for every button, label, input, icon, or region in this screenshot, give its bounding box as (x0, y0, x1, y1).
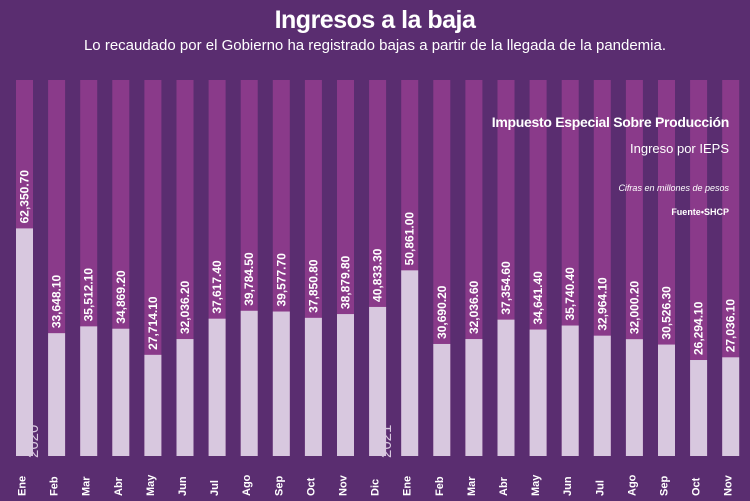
bar-series (16, 228, 740, 456)
bar-value-label: 34,869.20 (114, 270, 128, 324)
category-label: Feb (49, 476, 61, 496)
category-label: Ene (17, 476, 29, 496)
bar (369, 306, 387, 456)
bar (16, 228, 33, 456)
category-label: Jul (594, 480, 606, 496)
bar (304, 317, 322, 456)
bar-value-label: 39,784.50 (242, 252, 256, 306)
bar-value-label: 33,648.10 (50, 274, 64, 328)
category-label: Ago (626, 474, 638, 496)
bar (337, 314, 354, 456)
category-label: Sep (273, 476, 285, 496)
bar (433, 343, 451, 456)
bar-value-label: 35,512.10 (82, 268, 96, 322)
source-note: Fuente•SHCP (671, 207, 729, 217)
bar (497, 319, 515, 456)
source-separator: • (700, 207, 704, 217)
bar-value-label: 39,577.70 (274, 253, 288, 307)
category-label: Ene (402, 476, 414, 496)
bar-value-label: 32,036.20 (178, 280, 192, 334)
category-label: Jul (209, 480, 221, 496)
bar (48, 333, 66, 456)
bar-value-label: 62,350.70 (18, 170, 32, 224)
bar-value-label: 50,861.00 (403, 212, 417, 266)
bar-value-label: 27,714.10 (146, 296, 160, 350)
bar (240, 310, 258, 456)
category-label: Jun (177, 476, 189, 496)
bar (112, 328, 130, 456)
category-label: Nov (723, 474, 735, 496)
category-label: Mar (81, 476, 93, 496)
category-label: Oct (305, 477, 317, 496)
source-label: Fuente (671, 207, 701, 217)
category-label: Oct (691, 477, 703, 496)
bar (176, 339, 194, 456)
category-label: Sep (659, 476, 671, 496)
category-label: May (530, 474, 542, 496)
bar (465, 339, 483, 456)
series-label: Ingreso por IEPS (630, 141, 729, 156)
bar (144, 354, 162, 456)
year-label: 2020 (25, 425, 42, 458)
bar (593, 335, 611, 456)
category-label: Abr (498, 476, 510, 496)
bar-value-label: 30,690.20 (435, 285, 449, 339)
bar-value-label: 37,354.60 (499, 261, 513, 315)
bar-value-label: 30,526.30 (660, 286, 674, 340)
category-label: May (145, 474, 157, 496)
category-label: Nov (338, 474, 350, 496)
source-name: SHCP (703, 207, 729, 217)
bar-value-label: 37,617.40 (210, 260, 224, 314)
units-note: Cifras en millones de pesos (618, 183, 729, 193)
year-labels: 2020 2021 (25, 425, 395, 458)
bar (658, 344, 675, 456)
bar-value-label: 32,000.20 (627, 280, 641, 334)
bar-value-label: 40,833.30 (371, 248, 385, 302)
category-label: Jun (562, 476, 574, 496)
category-labels: Ene Feb Mar Abr May Jun Jul Ago Sep Oct Nov Dic Ene F… (17, 474, 735, 496)
value-labels: 62,350.70 33,648.10 35,512.10 34,869.20 27,7… (18, 170, 738, 355)
bar (690, 360, 708, 456)
category-label: Mar (466, 476, 478, 496)
bar-value-label: 27,036.10 (724, 299, 738, 353)
series-title: Impuesto Especial Sobre Producción (491, 114, 730, 130)
bar (272, 311, 290, 456)
bar (401, 270, 419, 456)
chart-title: Ingresos a la baja (274, 6, 476, 34)
category-label: Abr (113, 476, 125, 496)
bar-value-label: 32,036.60 (467, 280, 481, 334)
bar (208, 318, 226, 456)
bar (529, 329, 547, 456)
bar-value-label: 38,879.80 (339, 255, 353, 309)
bar (561, 325, 579, 456)
bar-value-label: 26,294.10 (692, 301, 706, 355)
category-label: Ago (241, 474, 253, 496)
year-label: 2021 (378, 425, 395, 458)
bar-value-label: 35,740.40 (563, 267, 577, 321)
bar (722, 357, 740, 456)
bar-value-label: 34,641.40 (531, 271, 545, 325)
bar-value-label: 32,964.10 (595, 277, 609, 331)
bar-value-label: 37,850.80 (306, 259, 320, 313)
chart-subtitle: Lo recaudado por el Gobierno ha registra… (83, 37, 667, 54)
bar (80, 326, 98, 456)
bar (625, 339, 643, 456)
category-label: Feb (434, 476, 446, 496)
category-label: Dic (370, 479, 382, 496)
